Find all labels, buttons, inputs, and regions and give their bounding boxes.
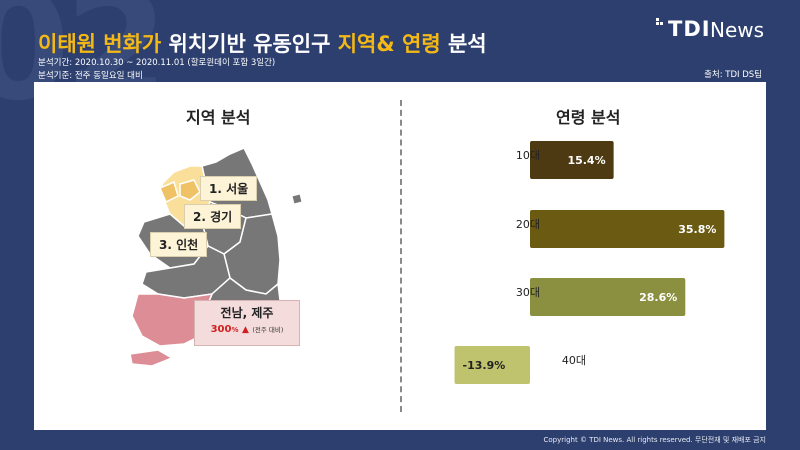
category-label-30대: 30대	[516, 286, 540, 299]
title-highlight-location: 이태원 번화가	[38, 32, 162, 56]
bar-value-label-10대: 15.4%	[567, 154, 605, 167]
bar-30대	[530, 278, 686, 316]
panel-divider	[400, 100, 402, 412]
bar-value-label-40대: -13.9%	[463, 359, 506, 372]
highlight-note: (전주 대비)	[252, 326, 284, 334]
title-highlight-topic: 지역& 연령	[337, 32, 441, 56]
age-analysis-title: 연령 분석	[556, 108, 621, 127]
region-rank-1-callout: 1. 서울	[200, 176, 258, 201]
category-label-20대: 20대	[516, 218, 540, 231]
logo-dots-icon	[656, 18, 663, 25]
category-label-10대: 10대	[516, 149, 540, 162]
bar-value-label-20대: 35.8%	[678, 223, 716, 236]
title-middle-text: 위치기반 유동인구	[161, 32, 338, 56]
tdi-news-logo: TDI News	[656, 16, 776, 46]
data-source: 출처: TDI DS팀	[704, 70, 762, 80]
bar-value-label-30대: 28.6%	[639, 291, 677, 304]
map-region-incheon	[159, 180, 179, 204]
age-bar-chart: 15.4% 10대 35.8% 20대 28.6% 30대 -13.9% 40대	[454, 141, 725, 384]
increase-triangle-icon: ▲	[241, 325, 249, 335]
korea-map	[129, 147, 303, 367]
content-panel: 지역 분석 연령 분석 1. 서울 2. 경기 3. 인천 전남, 제주 300…	[34, 82, 766, 430]
region-rank-2-callout: 2. 경기	[184, 204, 242, 229]
map-region-jeju	[129, 349, 174, 367]
region-rank-3-callout: 3. 인천	[150, 232, 208, 257]
region-analysis-title: 지역 분석	[186, 108, 251, 127]
highlight-unit: %	[231, 326, 239, 334]
highlight-region-name: 전남, 제주	[220, 306, 274, 320]
logo-tdi-text: TDI	[668, 17, 711, 41]
highlight-region-growth: 300% ▲ (전주 대비)	[199, 324, 295, 335]
analysis-basis: 분석기준: 전주 동일요일 대비	[38, 71, 143, 81]
analysis-period: 분석기간: 2020.10.30 ~ 2020.11.01 (할로윈데이 포함 …	[38, 58, 276, 68]
highlight-region-callout: 전남, 제주 300% ▲ (전주 대비)	[194, 300, 300, 346]
page-title: 이태원 번화가 위치기반 유동인구 지역& 연령 분석	[38, 28, 487, 58]
map-region-ulleungdo	[291, 193, 303, 205]
copyright-footer: Copyright © TDI News. All rights reserve…	[543, 436, 766, 444]
bar-20대	[530, 210, 725, 248]
logo-news-text: News	[710, 18, 765, 42]
highlight-value: 300	[210, 324, 232, 335]
bar-10대	[530, 141, 614, 179]
bar-40대	[454, 346, 530, 384]
category-label-40대: 40대	[562, 354, 586, 367]
title-end-text: 분석	[440, 32, 487, 56]
map-region-seoul	[179, 179, 201, 201]
